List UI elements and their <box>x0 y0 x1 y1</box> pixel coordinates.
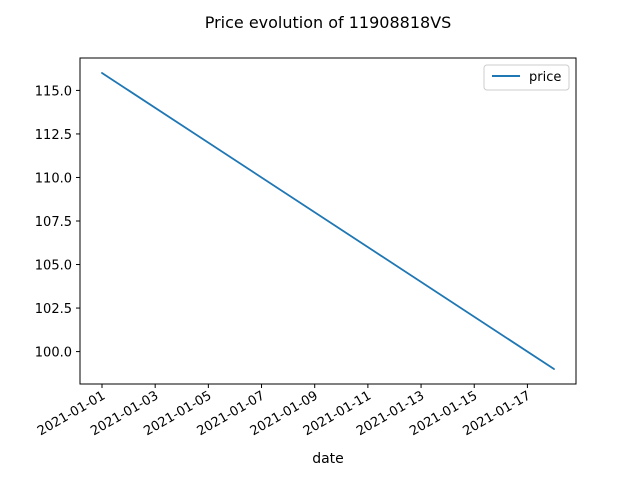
x-axis-label: date <box>312 451 344 467</box>
y-tick-label: 105.0 <box>35 259 72 274</box>
y-tick-label: 107.5 <box>35 215 72 230</box>
y-tick-label: 110.0 <box>35 171 72 186</box>
y-tick-label: 100.0 <box>35 346 72 361</box>
legend-box <box>483 64 570 91</box>
chart-title: Price evolution of 11908818VS <box>205 13 452 32</box>
legend-label-price: price <box>529 70 561 85</box>
y-tick-label: 115.0 <box>35 84 72 99</box>
series-layer <box>101 72 555 370</box>
legend: price <box>483 64 570 91</box>
series-line-price <box>101 72 555 370</box>
y-tick-label: 112.5 <box>35 128 72 143</box>
y-axis-ticks: 100.0 102.5 105.0 107.5 110.0 112.5 115.0 <box>35 84 80 361</box>
y-tick-label: 102.5 <box>35 302 72 317</box>
